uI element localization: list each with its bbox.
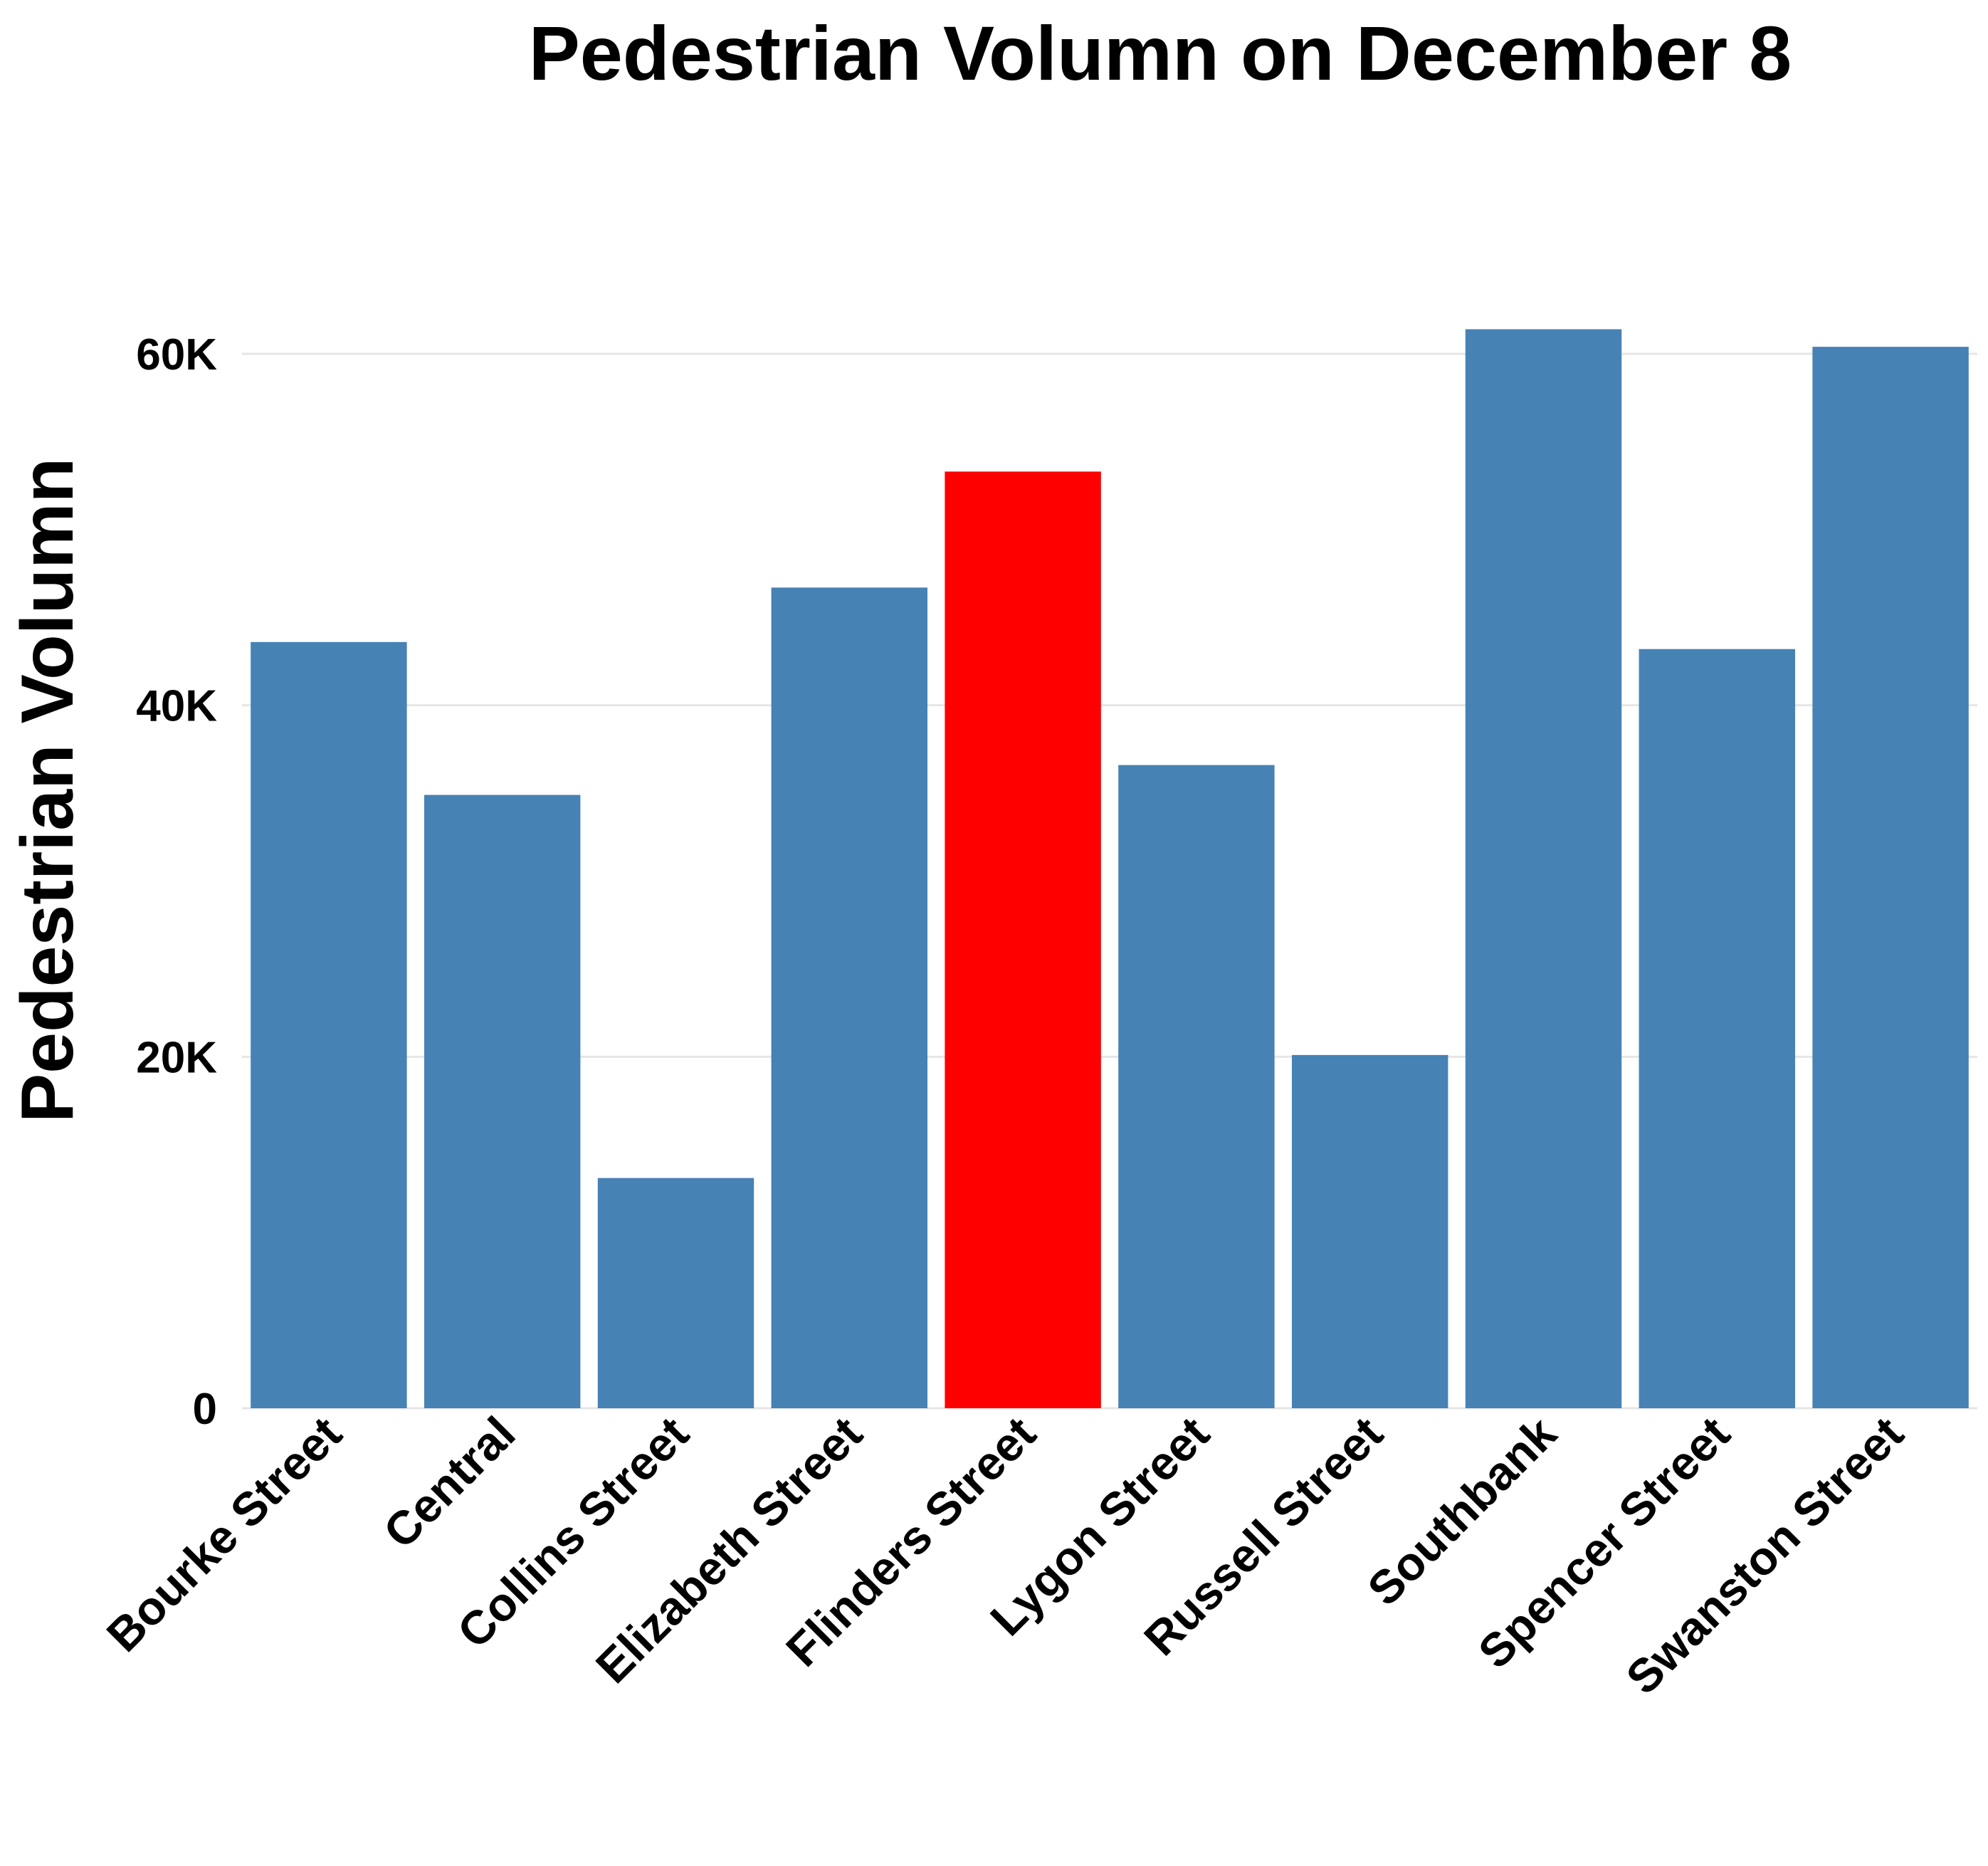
bar bbox=[771, 587, 928, 1408]
bar bbox=[597, 1178, 754, 1408]
bar bbox=[945, 471, 1101, 1408]
bar bbox=[1465, 329, 1622, 1408]
y-tick-label: 60K bbox=[136, 330, 217, 379]
chart-title: Pedestrian Volumn on December 8 bbox=[529, 10, 1792, 96]
bar bbox=[424, 795, 581, 1408]
y-tick-label: 20K bbox=[136, 1033, 217, 1082]
bar bbox=[1291, 1054, 1448, 1408]
x-tick-label: Bourke Street bbox=[96, 1407, 351, 1662]
bar bbox=[251, 641, 407, 1408]
bar bbox=[1118, 765, 1275, 1408]
bar bbox=[1639, 649, 1796, 1409]
x-tick-label: Central bbox=[373, 1407, 525, 1558]
bars bbox=[251, 329, 1969, 1409]
y-tick-label: 40K bbox=[136, 682, 217, 731]
y-axis-label: Pedestrian Volumn bbox=[6, 458, 89, 1123]
bar bbox=[1812, 347, 1969, 1408]
y-axis-ticks: 0 20K 40K 60K bbox=[136, 330, 217, 1434]
y-tick-label: 0 bbox=[193, 1385, 217, 1434]
